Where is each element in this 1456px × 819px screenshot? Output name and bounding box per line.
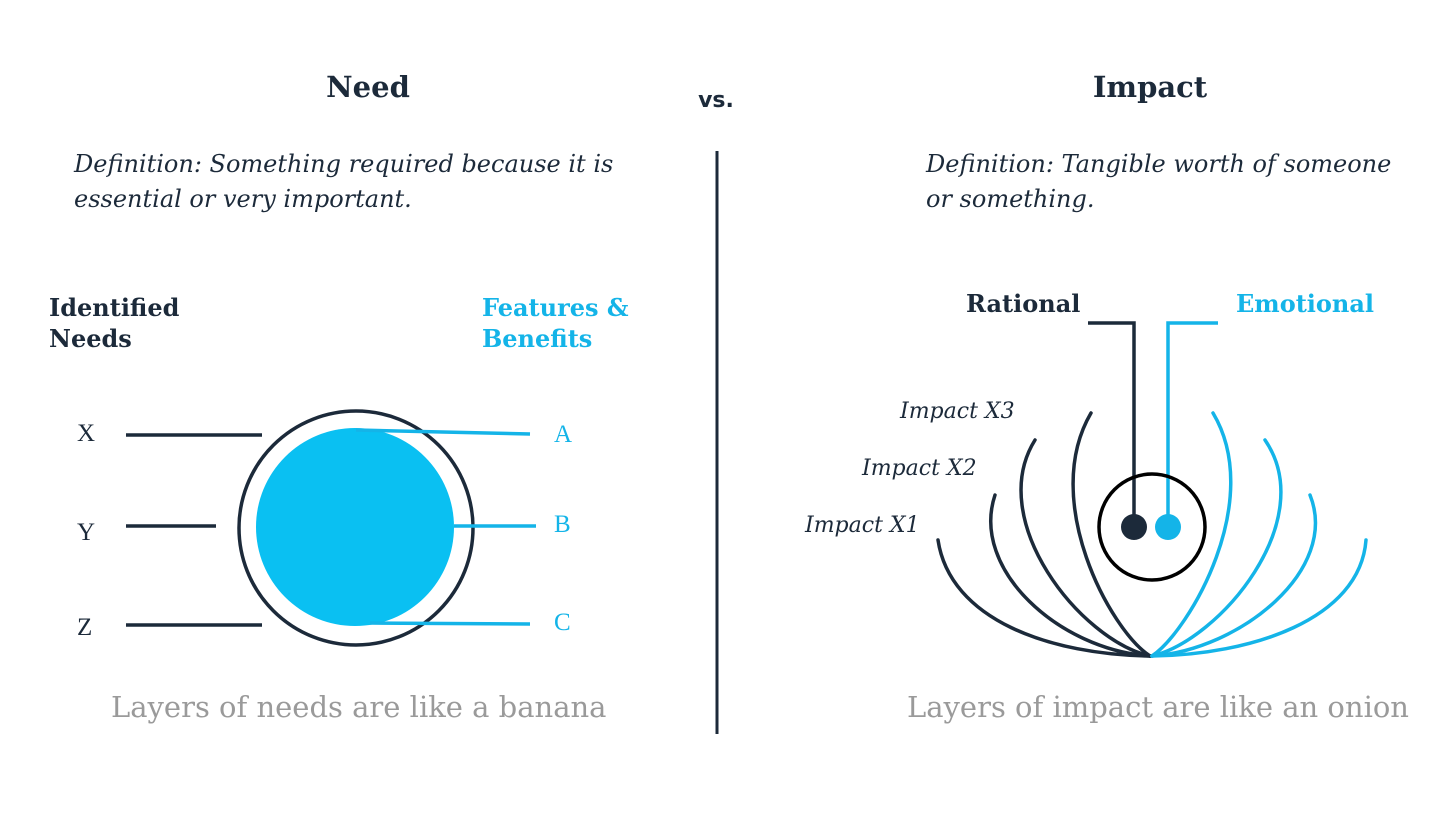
rational-dot	[1121, 514, 1147, 540]
feature-line-c	[369, 621, 531, 626]
banana-outer-layer	[237, 409, 475, 647]
onion-layer-x4-left	[1071, 411, 1152, 658]
feature-label-b: B	[554, 511, 571, 538]
vs-label: vs.	[698, 88, 734, 113]
rational-label: Rational	[966, 289, 1081, 318]
onion-layer-x3-left	[1019, 438, 1152, 658]
need-definition-line1: Definition: Something required because i…	[74, 150, 614, 178]
identified-needs-label: Identified Needs	[49, 292, 179, 354]
emotional-connector	[1166, 321, 1218, 527]
need-title: Need	[326, 70, 410, 104]
identified-needs-line2: Needs	[49, 324, 132, 353]
impact-definition-line2: or something.	[926, 185, 1095, 213]
onion-core-ring	[1097, 472, 1207, 582]
features-benefits-line1: Features &	[482, 293, 629, 322]
need-caption: Layers of needs are like a banana	[111, 690, 607, 724]
need-label-x: X	[77, 420, 96, 447]
impact-x1-label: Impact X1	[805, 513, 920, 538]
identified-needs-line1: Identified	[49, 293, 180, 322]
need-definition-line2: essential or very important.	[74, 185, 412, 213]
impact-x2-label: Impact X2	[862, 456, 977, 481]
onion-layer-x2-left	[989, 493, 1152, 658]
feature-line-a	[355, 428, 531, 436]
onion-cyan-layers	[1150, 321, 1368, 658]
need-label-y: Y	[77, 519, 96, 546]
feature-label-c: C	[554, 609, 571, 636]
impact-x3-label: Impact X3	[900, 399, 1015, 424]
onion-dark-layers	[936, 321, 1154, 658]
emotional-dot	[1155, 514, 1181, 540]
need-definition: Definition: Something required because i…	[74, 147, 674, 217]
rational-connector	[1088, 321, 1136, 527]
impact-definition-line1: Definition: Tangible worth of someone	[926, 150, 1392, 178]
need-label-z: Z	[77, 614, 93, 641]
feature-label-a: A	[554, 421, 573, 448]
onion-layer-x2-right	[1150, 493, 1318, 658]
impact-caption: Layers of impact are like an onion	[907, 690, 1409, 724]
onion-layer-x4-right	[1150, 411, 1233, 658]
banana-inner-core	[256, 428, 454, 626]
impact-definition: Definition: Tangible worth of someone or…	[926, 147, 1426, 217]
onion-layer-x1-left	[936, 538, 1154, 658]
onion-layer-x3-right	[1150, 438, 1283, 658]
emotional-label: Emotional	[1236, 289, 1375, 318]
features-benefits-line2: Benefits	[482, 324, 593, 353]
onion-layer-x1-right	[1150, 538, 1368, 658]
impact-title: Impact	[1092, 70, 1208, 104]
features-benefits-label: Features & Benefits	[482, 292, 629, 354]
